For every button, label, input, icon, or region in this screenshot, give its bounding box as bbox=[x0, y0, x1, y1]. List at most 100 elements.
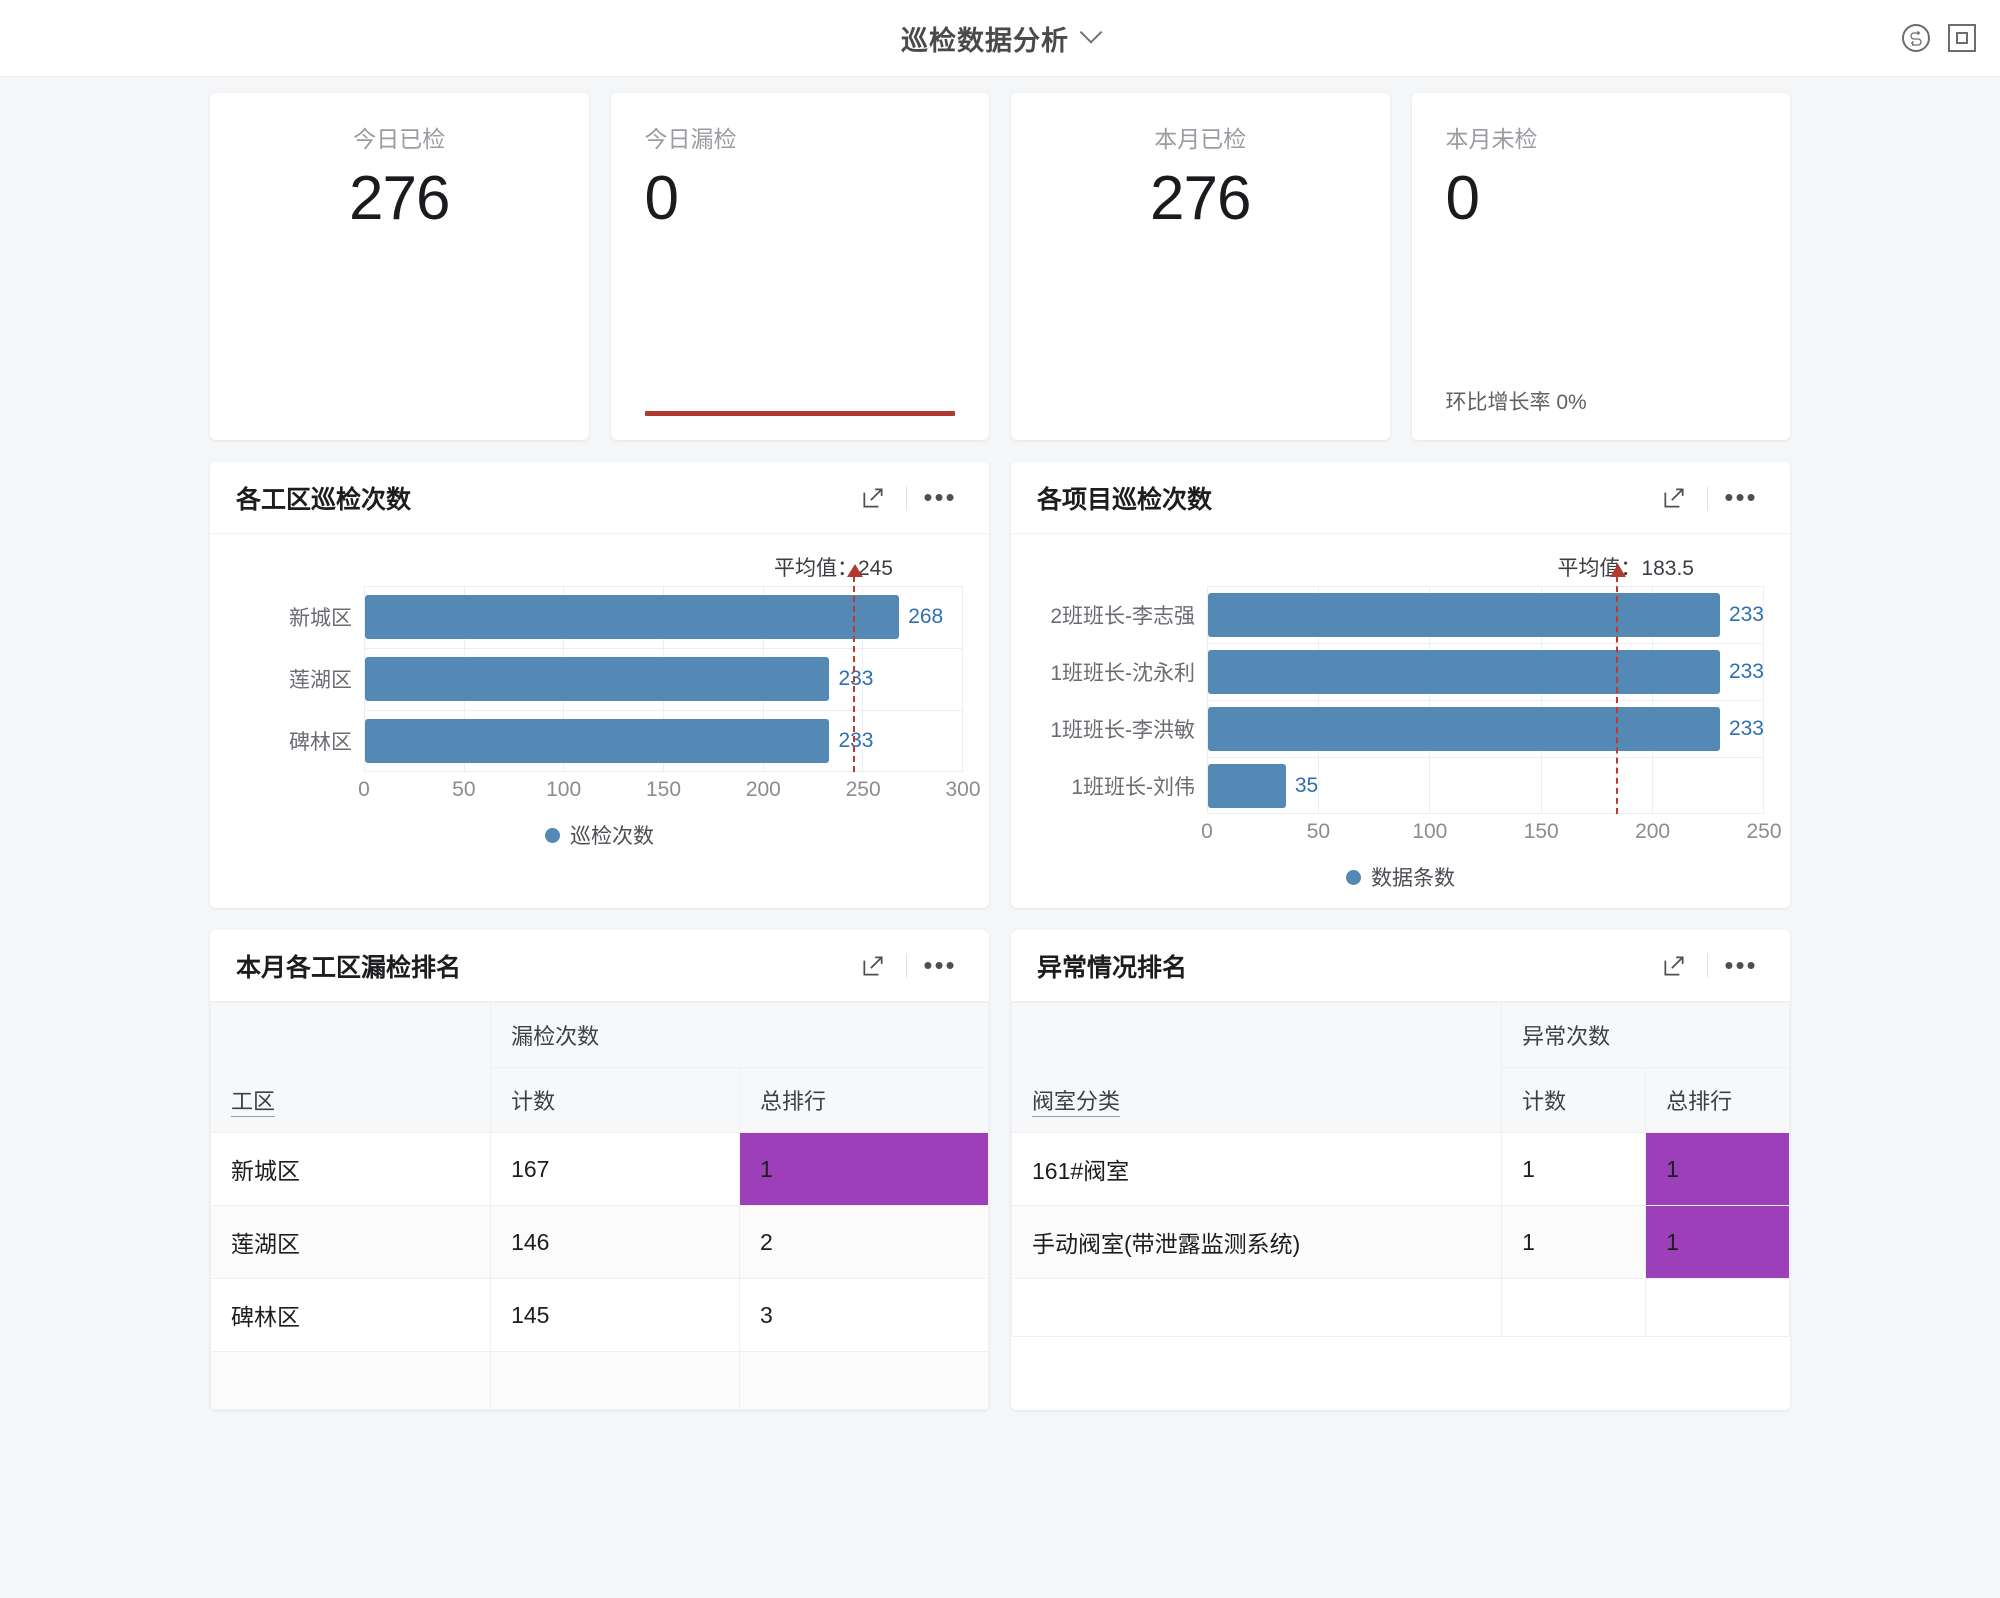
table-cell-rank: 3 bbox=[739, 1278, 989, 1352]
panel-abnormal-ranking: 异常情况排名 ••• bbox=[1011, 930, 1790, 1410]
table-cell-rank: 1 bbox=[739, 1132, 989, 1206]
chart-bar[interactable] bbox=[1208, 592, 1720, 637]
chart-average-line bbox=[1610, 564, 1627, 814]
chart-bar-row[interactable]: 233 bbox=[1208, 586, 1764, 643]
table-cell-empty bbox=[739, 1351, 989, 1410]
chart-gridline-h bbox=[365, 586, 963, 587]
chart-bar[interactable] bbox=[365, 657, 830, 701]
chart-bar-row[interactable]: 35 bbox=[1208, 757, 1764, 814]
table-group-header-row: 阀室分类 异常次数 bbox=[1011, 1002, 1790, 1133]
app-header: 巡检数据分析 bbox=[0, 0, 2000, 77]
table-cell-rank: 1 bbox=[1645, 1205, 1790, 1279]
chart-bar-row[interactable]: 233 bbox=[1208, 643, 1764, 700]
panel-title: 各工区巡检次数 bbox=[236, 485, 412, 514]
fullscreen-square-icon[interactable] bbox=[1948, 24, 1976, 52]
chart-average-line bbox=[847, 564, 864, 772]
more-horizontal-icon[interactable]: ••• bbox=[923, 482, 957, 513]
chart-plot-area: 2班班长-李志强 1班班长-沈永利 1班班长-李洪敏 1班班长-刘伟 bbox=[1037, 564, 1765, 814]
table-row[interactable]: 碑林区 145 3 bbox=[210, 1278, 989, 1352]
kpi-label: 本月未检 bbox=[1445, 126, 1538, 152]
chart-x-tick: 50 bbox=[452, 778, 476, 801]
chart-legend[interactable]: 数据条数 bbox=[1037, 862, 1764, 892]
table-cell-name: 161#阀室 bbox=[1011, 1132, 1503, 1206]
table-sub-header-row: 计数 总排行 bbox=[1012, 1067, 1790, 1133]
table-row[interactable]: 莲湖区 146 2 bbox=[210, 1205, 989, 1279]
panel-title: 各项目巡检次数 bbox=[1037, 485, 1213, 514]
chart-bars: 268 233 233 bbox=[364, 564, 964, 772]
kpi-card-month-uninspected[interactable]: 本月未检 0 环比增长率 0% bbox=[1411, 93, 1790, 440]
chart-category-axis: 2班班长-李志强 1班班长-沈永利 1班班长-李洪敏 1班班长-刘伟 bbox=[1037, 586, 1207, 814]
kpi-underline-rule bbox=[644, 411, 955, 416]
chart-x-tick: 100 bbox=[546, 778, 582, 801]
chart-bar-row[interactable]: 233 bbox=[365, 648, 963, 710]
table-cell-empty bbox=[490, 1351, 741, 1410]
chart-workzone-inspections: 平均值：245 新城区 莲湖区 碑林区 bbox=[210, 534, 989, 866]
chart-gridline-h bbox=[365, 771, 963, 772]
chart-x-tick: 250 bbox=[845, 778, 881, 801]
page-title-dropdown[interactable]: 巡检数据分析 bbox=[901, 19, 1103, 58]
kpi-card-today-inspected[interactable]: 今日已检 276 bbox=[210, 93, 589, 440]
chart-gridline-h bbox=[1208, 813, 1764, 814]
table-sub-header[interactable]: 总排行 bbox=[1645, 1067, 1790, 1133]
panel-toolbar: ••• bbox=[1651, 478, 1764, 518]
chart-bar[interactable] bbox=[365, 719, 830, 763]
more-horizontal-icon[interactable]: ••• bbox=[1724, 950, 1758, 981]
chart-legend[interactable]: 巡检次数 bbox=[236, 820, 963, 850]
chart-x-axis: 0 50 100 150 200 250 300 bbox=[236, 778, 980, 812]
legend-label: 巡检次数 bbox=[570, 825, 654, 848]
chart-gridline-h bbox=[365, 648, 963, 649]
chart-bar[interactable] bbox=[1208, 649, 1720, 694]
external-link-icon[interactable] bbox=[1651, 478, 1697, 518]
chart-x-tick: 150 bbox=[645, 778, 682, 801]
chart-bar[interactable] bbox=[365, 595, 900, 639]
kpi-label: 今日已检 bbox=[353, 126, 446, 152]
chart-bar-row[interactable]: 268 bbox=[365, 586, 963, 648]
chart-gridline-h bbox=[1208, 700, 1764, 701]
table-group-header: 漏检次数 bbox=[490, 1002, 989, 1068]
more-horizontal-icon[interactable]: ••• bbox=[1724, 482, 1758, 513]
table-row[interactable]: 手动阀室(带泄露监测系统) 1 1 bbox=[1011, 1205, 1790, 1279]
panel-title: 本月各工区漏检排名 bbox=[236, 953, 462, 982]
table-sub-header[interactable]: 计数 bbox=[490, 1067, 741, 1133]
legend-color-dot bbox=[545, 827, 560, 843]
table-sub-header[interactable]: 总排行 bbox=[739, 1067, 989, 1133]
table-cell-count: 145 bbox=[490, 1278, 741, 1352]
chart-x-tick: 250 bbox=[1746, 820, 1782, 843]
external-link-icon[interactable] bbox=[850, 478, 896, 518]
table-empty-row bbox=[1011, 1278, 1790, 1337]
table-group-header-row: 工区 漏检次数 bbox=[210, 1002, 989, 1133]
chart-x-ticks: 0 50 100 150 200 250 300 bbox=[358, 778, 980, 812]
panel-header: 本月各工区漏检排名 ••• bbox=[210, 930, 989, 1002]
table-sub-header[interactable]: 计数 bbox=[1501, 1067, 1647, 1133]
kpi-card-month-inspected[interactable]: 本月已检 276 bbox=[1011, 93, 1390, 440]
chart-bar-row[interactable]: 233 bbox=[365, 710, 963, 772]
table-cell-name: 新城区 bbox=[210, 1132, 492, 1206]
chart-bar[interactable] bbox=[1208, 763, 1286, 808]
panel-header: 各工区巡检次数 ••• bbox=[210, 462, 989, 534]
table-cell-rank: 1 bbox=[1645, 1132, 1790, 1206]
chart-category-label: 1班班长-刘伟 bbox=[1071, 775, 1195, 799]
chart-plot-area: 新城区 莲湖区 碑林区 268 bbox=[236, 564, 964, 772]
table-cell-empty bbox=[1011, 1278, 1503, 1337]
chart-bar-row[interactable]: 233 bbox=[1208, 700, 1764, 757]
table-rowkey-header[interactable]: 工区 bbox=[210, 1002, 492, 1133]
panel-header: 异常情况排名 ••• bbox=[1011, 930, 1790, 1002]
chart-bars: 233 233 233 35 bbox=[1207, 564, 1765, 814]
panel-workzone-missed-ranking: 本月各工区漏检排名 ••• bbox=[210, 930, 989, 1410]
more-horizontal-icon[interactable]: ••• bbox=[923, 950, 957, 981]
table-rowkey-header[interactable]: 阀室分类 bbox=[1011, 1002, 1503, 1133]
exchange-circle-icon[interactable] bbox=[1902, 24, 1930, 52]
external-link-icon[interactable] bbox=[850, 946, 896, 986]
external-link-icon[interactable] bbox=[1651, 946, 1697, 986]
kpi-footnote: 环比增长率 0% bbox=[1445, 391, 1587, 414]
table-group-header: 异常次数 bbox=[1501, 1002, 1790, 1068]
table-header: 工区 漏检次数 计数 总排行 bbox=[210, 1002, 989, 1133]
table-abnormal: 阀室分类 异常次数 计数 总排行 161#阀室 1 1 bbox=[1011, 1002, 1790, 1337]
chart-x-tick: 0 bbox=[1201, 820, 1213, 843]
kpi-card-today-missed[interactable]: 今日漏检 0 bbox=[610, 93, 989, 440]
chart-bar[interactable] bbox=[1208, 706, 1720, 751]
chevron-down-icon[interactable] bbox=[1079, 21, 1103, 44]
panel-project-inspections: 各项目巡检次数 ••• 平均值：183.5 bbox=[1011, 462, 1790, 908]
table-row[interactable]: 新城区 167 1 bbox=[210, 1132, 989, 1206]
table-row[interactable]: 161#阀室 1 1 bbox=[1011, 1132, 1790, 1206]
